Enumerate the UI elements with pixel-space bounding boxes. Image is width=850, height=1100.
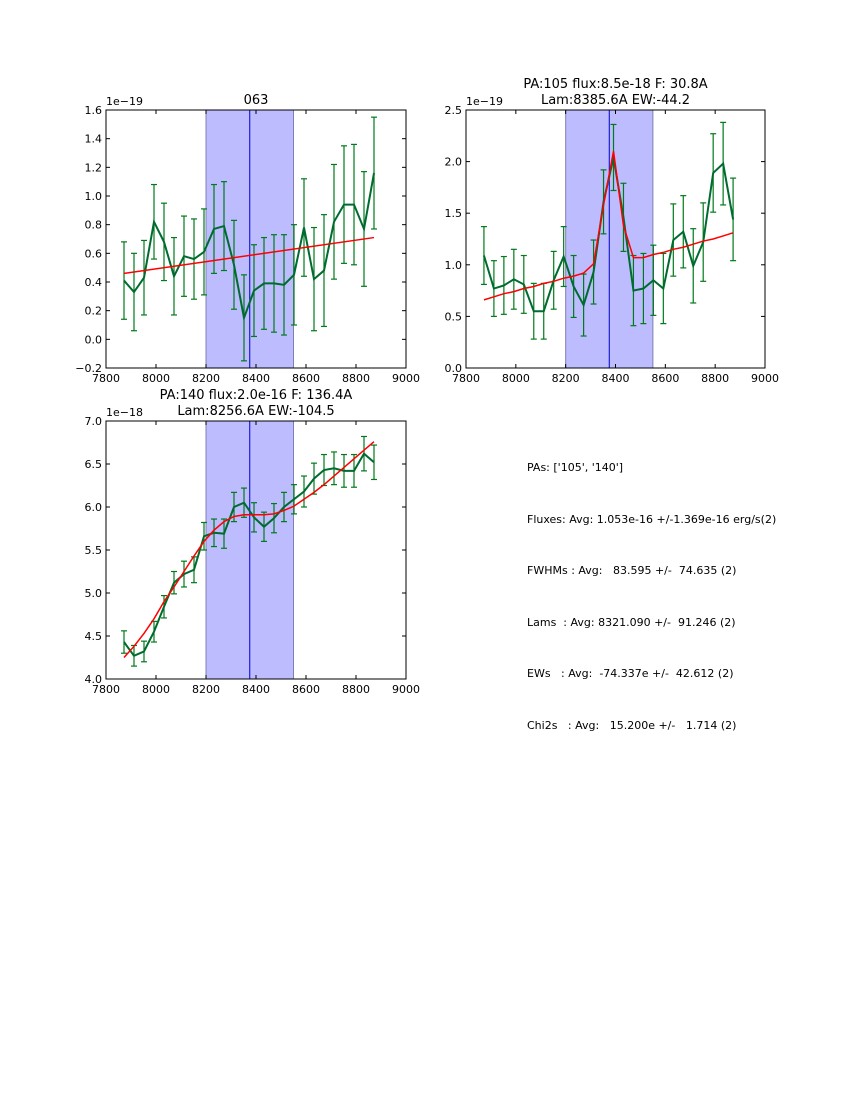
- y-offset-label: 1e−19: [106, 95, 143, 108]
- y-tick-label: 6.0: [85, 501, 103, 514]
- x-tick-label: 9000: [751, 372, 779, 385]
- y-tick-label: 5.5: [85, 544, 103, 557]
- y-tick-label: 1.5: [445, 207, 463, 220]
- y-tick-label: 0.4: [85, 276, 103, 289]
- x-tick-label: 8000: [502, 372, 530, 385]
- y-tick-label: 7.0: [85, 415, 103, 428]
- chart-2: 7800 8000 8200 8400 8600 8800 9000 0.0 0.5 1.0 1.5…: [445, 77, 780, 385]
- x-tick-label: 7800: [92, 683, 120, 696]
- y-tick-label: 4.0: [85, 673, 103, 686]
- data-line: [123, 452, 375, 658]
- x-tick-label: 7800: [92, 372, 120, 385]
- data-line: [123, 172, 375, 322]
- x-tick-label: 8000: [142, 683, 170, 696]
- stats-panel: PAs: ['105', '140'] Fluxes: Avg: 1.053e-…: [527, 435, 776, 758]
- stats-pas: PAs: ['105', '140']: [527, 461, 624, 474]
- y-tick-label: 1.4: [85, 133, 103, 146]
- chart-3: 7800 8000 8200 8400 8600 8800 9000 4.0 4.5 5.0 5.5…: [85, 388, 421, 696]
- x-tick-label: 8800: [342, 372, 370, 385]
- x-tick-label: 8400: [602, 372, 630, 385]
- y-tick-label: 1.6: [85, 104, 103, 117]
- y-tick-label: 2.0: [445, 156, 463, 169]
- y-offset-label: 1e−19: [466, 95, 503, 108]
- chart-title: Lam:8385.6A EW:-44.2: [541, 93, 690, 108]
- y-tick-label: 1.2: [85, 161, 103, 174]
- x-tick-label: 9000: [392, 372, 420, 385]
- chart-title: PA:140 flux:2.0e-16 F: 136.4A: [160, 388, 353, 403]
- x-tick-label: 8600: [651, 372, 679, 385]
- y-tick-label: 0.2: [85, 305, 103, 318]
- x-tick-label: 8800: [701, 372, 729, 385]
- y-tick-label: 0.5: [445, 310, 463, 323]
- x-tick-label: 8200: [192, 683, 220, 696]
- chart-title: 063: [244, 93, 269, 108]
- x-tick-label: 8000: [142, 372, 170, 385]
- y-tick-label: 5.0: [85, 587, 103, 600]
- y-offset-label: 1e−18: [106, 406, 143, 419]
- y-tick-label: 0.6: [85, 247, 103, 260]
- y-tick-label: −0.2: [75, 362, 102, 375]
- x-tick-label: 8200: [192, 372, 220, 385]
- fit-line: [123, 236, 375, 275]
- stats-fluxes: Fluxes: Avg: 1.053e-16 +/-1.369e-16 erg/…: [527, 512, 777, 526]
- chart-1: 7800 8000 8200 8400 8600 8800 9000 −0.2 0.0 0.2 0.…: [75, 93, 420, 385]
- y-tick-label: 0.0: [85, 333, 103, 346]
- x-tick-label: 8400: [242, 372, 270, 385]
- chart-title: Lam:8256.6A EW:-104.5: [177, 404, 334, 419]
- y-tick-label: 0.8: [85, 219, 103, 232]
- errorbar: [121, 241, 127, 320]
- y-tick-label: 6.5: [85, 458, 103, 471]
- x-tick-label: 8800: [342, 683, 370, 696]
- chart-title: PA:105 flux:8.5e-18 F: 30.8A: [523, 77, 707, 92]
- y-tick-label: 1.0: [85, 190, 103, 203]
- fit-line: [483, 151, 734, 301]
- fit-line: [123, 441, 375, 659]
- x-tick-label: 8600: [292, 683, 320, 696]
- x-tick-label: 8200: [552, 372, 580, 385]
- y-tick-label: 4.5: [85, 630, 103, 643]
- x-tick-label: 8400: [242, 683, 270, 696]
- y-tick-label: 1.0: [445, 259, 463, 272]
- stats-ews: EWs : Avg: -74.337e +/- 42.612 (2): [527, 667, 734, 681]
- x-tick-label: 8600: [292, 372, 320, 385]
- y-tick-label: 2.5: [445, 104, 463, 117]
- x-tick-label: 9000: [392, 683, 420, 696]
- y-tick-label: 0.0: [445, 362, 463, 375]
- stats-lams: Lams : Avg: 8321.090 +/- 91.246 (2): [527, 615, 736, 629]
- stats-fwhms: FWHMs : Avg: 83.595 +/- 74.635 (2): [527, 564, 737, 578]
- x-tick-label: 7800: [452, 372, 480, 385]
- stats-chi2s: Chi2s : Avg: 15.200e +/- 1.714 (2): [527, 718, 737, 732]
